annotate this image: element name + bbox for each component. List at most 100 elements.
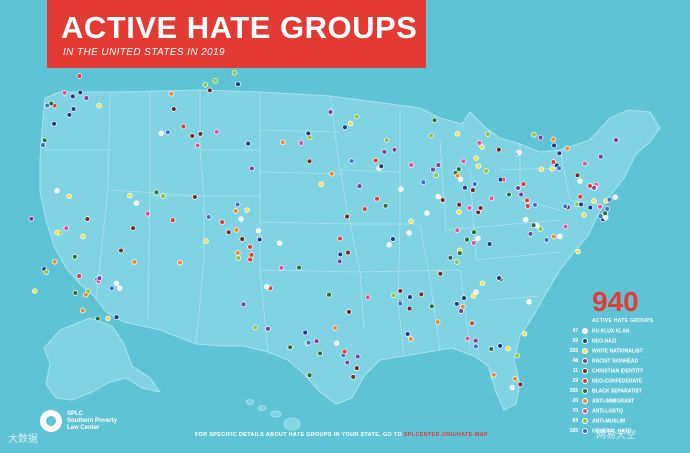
hate-group-marker <box>48 100 55 107</box>
hate-group-marker <box>520 181 527 187</box>
hate-group-marker <box>408 162 415 168</box>
hate-group-marker <box>165 129 171 136</box>
hate-group-marker <box>43 269 49 275</box>
legend-item-count: 70 <box>572 408 578 415</box>
splc-name-line2: Law Center <box>67 425 100 431</box>
legend-item: 155 WHITE NATIONALIST <box>556 348 643 358</box>
legend-item: 59 NEO-NAZI <box>556 338 616 348</box>
hate-group-marker <box>512 376 518 382</box>
legend-swatch-icon <box>582 378 588 384</box>
hate-group-marker <box>342 124 348 131</box>
hate-group-marker <box>332 325 338 331</box>
hate-group-marker <box>470 293 477 299</box>
hate-group-marker <box>516 149 522 156</box>
hate-group-marker <box>488 195 495 202</box>
hate-group-marker <box>479 144 485 150</box>
hate-group-marker <box>454 259 460 265</box>
hate-group-marker <box>420 179 427 185</box>
hate-group-marker <box>491 372 497 378</box>
legend-total: 940 <box>592 286 639 317</box>
hate-group-marker <box>28 216 35 222</box>
hate-group-marker <box>233 227 240 233</box>
hate-group-marker <box>317 350 323 357</box>
hate-group-marker <box>391 147 398 153</box>
hate-group-marker <box>63 225 69 231</box>
hate-group-marker <box>433 172 439 179</box>
hate-group-marker <box>473 155 479 161</box>
hate-group-marker <box>328 170 335 177</box>
hate-group-marker <box>437 271 444 277</box>
hate-group-marker <box>475 163 482 169</box>
hate-group-marker <box>240 301 247 308</box>
hate-group-marker <box>231 69 238 76</box>
hate-group-marker <box>407 336 414 342</box>
legend-swatch-icon <box>582 418 588 424</box>
hate-group-marker <box>234 201 241 208</box>
hate-group-marker <box>575 248 581 255</box>
splc-logo: SPLC Southern Poverty Law Center <box>40 410 150 444</box>
hate-group-marker <box>302 329 308 336</box>
hate-group-marker <box>372 157 379 164</box>
legend-swatch-icon <box>582 348 588 354</box>
legend-item-count: 155 <box>569 348 578 355</box>
hate-group-marker <box>158 130 164 137</box>
legend-item-label: ANTI-IMMIGRANT <box>592 398 635 405</box>
hate-group-marker <box>471 229 477 235</box>
legend-swatch-icon <box>582 368 588 374</box>
hate-group-marker <box>439 197 446 203</box>
hate-group-marker <box>76 73 83 79</box>
hate-group-marker <box>256 236 263 243</box>
hate-group-marker <box>249 165 255 172</box>
hate-group-marker <box>522 216 529 223</box>
hate-group-marker <box>557 233 563 240</box>
footer-note: FOR SPECIFIC DETAILS ABOUT HATE GROUPS I… <box>195 432 488 438</box>
hate-group-marker <box>287 344 293 351</box>
hate-group-marker <box>72 290 79 296</box>
legend-item-label: ANTI-LGBTQ <box>592 408 623 415</box>
hate-group-marker <box>381 149 388 155</box>
hate-group-marker <box>435 162 442 168</box>
hate-group-marker <box>280 139 286 146</box>
hate-group-marker <box>454 172 461 179</box>
hate-group-marker <box>353 113 360 120</box>
hate-group-marker <box>454 227 460 233</box>
hate-group-marker <box>581 212 587 218</box>
hate-group-marker <box>117 285 123 291</box>
hate-group-marker <box>356 183 363 189</box>
hate-group-marker <box>496 275 502 281</box>
hate-group-marker <box>51 258 58 265</box>
hate-group-marker <box>326 291 332 298</box>
hate-group-marker <box>345 249 351 256</box>
hate-group-marker <box>577 178 583 184</box>
hate-group-marker <box>483 168 489 174</box>
hate-group-marker <box>435 193 441 200</box>
hate-group-marker <box>514 352 521 359</box>
hate-group-marker <box>537 226 544 232</box>
legend-item: 165 GENERAL HATE <box>556 428 631 438</box>
hate-group-marker <box>83 95 90 101</box>
hate-group-marker <box>455 166 462 172</box>
hate-group-marker <box>318 181 324 188</box>
footer-url[interactable]: SPLCENTER.ORG/HATE-MAP <box>403 432 488 438</box>
hate-group-marker <box>454 131 461 137</box>
hate-group-marker <box>238 216 244 222</box>
hate-group-marker <box>77 89 84 96</box>
hate-group-marker <box>354 365 360 371</box>
hate-group-marker <box>54 229 60 236</box>
hate-group-marker <box>458 308 464 314</box>
hate-group-marker <box>406 230 412 236</box>
hate-group-marker <box>41 137 48 144</box>
hate-group-marker <box>457 250 463 256</box>
hate-group-marker <box>564 145 570 152</box>
hate-group-marker <box>168 91 174 97</box>
legend-item-count: 255 <box>569 388 578 395</box>
hate-group-marker <box>486 241 493 247</box>
hate-group-marker <box>475 235 481 242</box>
hate-group-marker <box>54 188 60 194</box>
hate-group-marker <box>549 166 555 172</box>
hate-group-marker <box>344 359 351 366</box>
legend-item: 20 ANTI-IMMIGRANT <box>556 398 634 408</box>
hate-group-marker <box>527 231 534 237</box>
